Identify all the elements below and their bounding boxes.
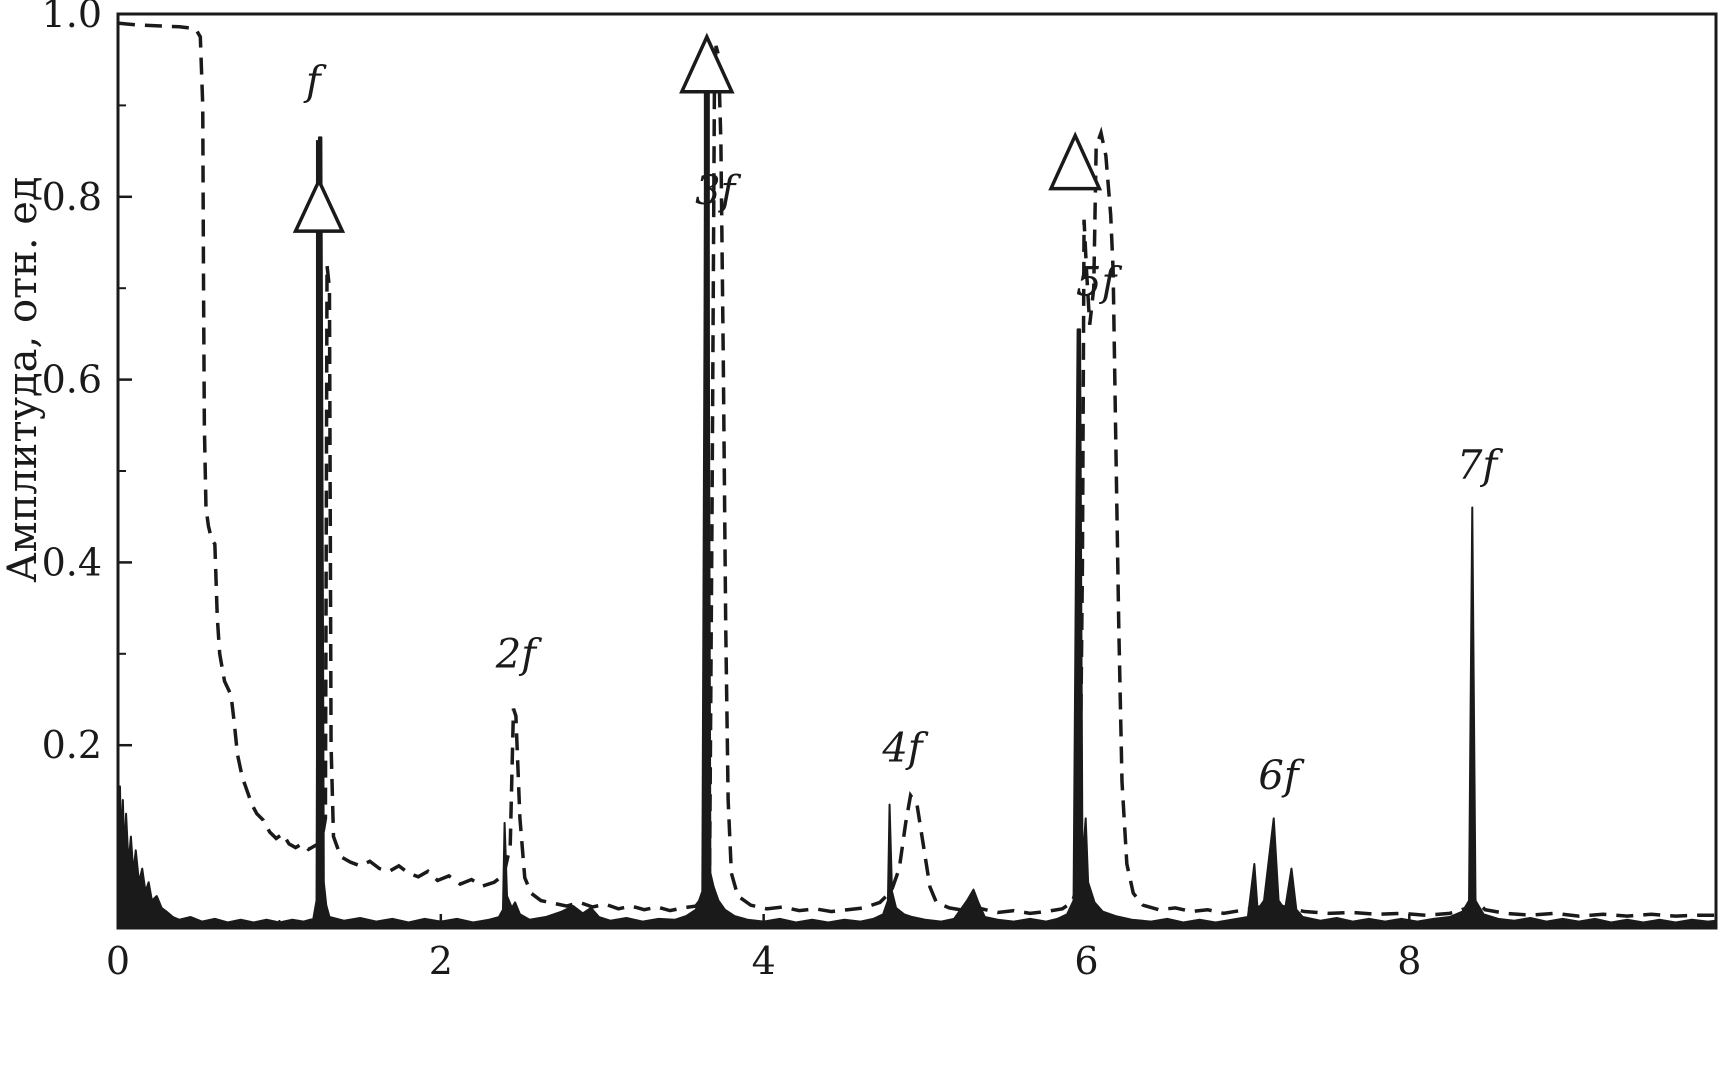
y-tick-label: 0.4 — [42, 540, 102, 584]
x-tick-label: 4 — [752, 939, 776, 983]
peak-label-2f: 2f — [495, 632, 542, 678]
peak-label-7f: 7f — [1457, 442, 1503, 488]
x-tick-label: 6 — [1074, 939, 1098, 983]
dashed-spectrum-curve — [117, 21, 1716, 918]
peak-label-4f: 4f — [881, 726, 928, 772]
y-tick-label: 0.2 — [42, 723, 102, 767]
y-tick-label: 1.0 — [42, 0, 102, 36]
offscale-triangle-marker — [1048, 131, 1103, 191]
peak-label-3f: 3f — [695, 168, 741, 214]
y-tick-label: 0.6 — [42, 358, 102, 402]
y-axis-label: Амплитуда, отн. ед — [0, 176, 46, 582]
peak-label-6f: 6f — [1258, 753, 1304, 799]
offscale-triangle-marker — [292, 176, 346, 233]
peak-label-5f: 5f — [1076, 260, 1122, 306]
solid-spectrum-curve — [117, 58, 1717, 929]
y-tick-label: 0.8 — [42, 175, 102, 219]
x-tick-label: 0 — [106, 939, 130, 983]
x-tick-label: 8 — [1397, 939, 1421, 983]
x-tick-label: 2 — [429, 939, 453, 983]
offscale-triangle-marker — [679, 32, 735, 94]
